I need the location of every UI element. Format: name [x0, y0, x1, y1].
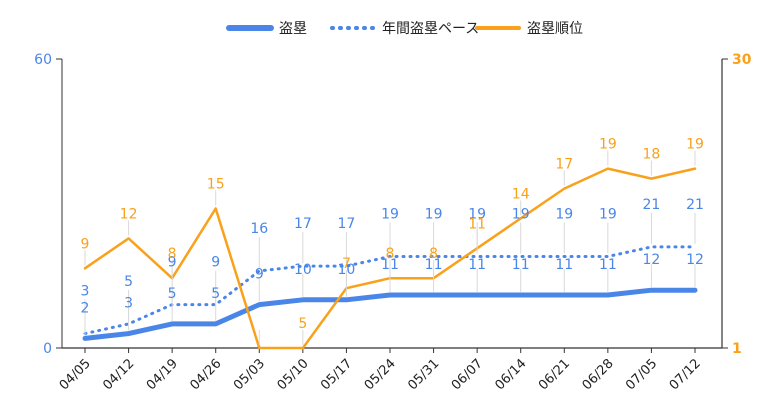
data-label: 5	[168, 286, 177, 302]
data-label: 19	[425, 206, 443, 222]
data-label: 19	[599, 206, 617, 222]
x-axis-tick-label: 07/05	[623, 356, 660, 393]
x-axis-tick-label: 06/21	[536, 356, 573, 393]
data-label: 3	[124, 296, 133, 312]
data-label: 5	[124, 274, 133, 290]
x-axis-tick-label: 05/24	[362, 356, 399, 393]
data-label: 19	[599, 137, 617, 153]
x-axis-tick-label: 04/12	[100, 356, 137, 393]
data-label: 16	[250, 221, 268, 237]
data-label: 11	[468, 216, 486, 232]
data-label: 11	[512, 257, 530, 273]
left-axis-tick-label: 0	[43, 341, 52, 357]
x-axis-tick-label: 06/14	[492, 356, 529, 393]
data-label: 12	[120, 206, 138, 222]
x-axis-tick-label: 04/19	[144, 356, 181, 393]
legend: 盗塁 年間盗塁ペース 盗塁順位	[226, 21, 583, 37]
data-label: 9	[211, 255, 220, 271]
axes: 0 60 1 30 04/05 04/12 04/19 04/26 05/03 05/10 05/1…	[34, 52, 752, 393]
data-label: 5	[211, 286, 220, 302]
data-label: 17	[555, 157, 573, 173]
data-label: 3	[81, 284, 90, 300]
data-label: 10	[338, 262, 356, 278]
x-axis-tick-label: 06/07	[449, 356, 486, 393]
legend-label-1: 年間盗塁ペース	[382, 21, 479, 37]
data-label: 9	[168, 255, 177, 271]
data-label: 14	[512, 186, 530, 202]
x-axis-tick-label: 06/28	[580, 356, 617, 393]
data-label: 2	[81, 300, 90, 316]
x-axis-tick-label: 05/03	[231, 356, 268, 393]
data-label: 11	[599, 257, 617, 273]
legend-label-0: 盗塁	[279, 21, 307, 37]
data-label: 12	[643, 252, 661, 268]
series-line-1	[83, 245, 697, 336]
data-label: 21	[686, 197, 704, 213]
data-label: 19	[381, 206, 399, 222]
data-label: 19	[686, 137, 704, 153]
data-label: 19	[512, 206, 530, 222]
data-label: 11	[468, 257, 486, 273]
data-label: 15	[207, 176, 225, 192]
data-label: 11	[425, 257, 443, 273]
x-axis-tick-label: 04/05	[57, 356, 94, 393]
data-label: 12	[686, 252, 704, 268]
data-label: 9	[81, 236, 90, 252]
data-label: 19	[468, 206, 486, 222]
data-label: 8	[168, 246, 177, 262]
data-label: 8	[386, 246, 395, 262]
x-axis-tick-label: 04/26	[187, 356, 224, 393]
data-label: 17	[338, 216, 356, 232]
legend-label-2: 盗塁順位	[527, 21, 583, 37]
data-label: 18	[643, 147, 661, 163]
x-axis-tick-label: 05/17	[318, 356, 355, 393]
x-axis-tick-label: 05/31	[405, 356, 442, 393]
series-line-0	[82, 287, 698, 341]
data-label: 5	[298, 316, 307, 332]
right-axis-tick-label: 30	[732, 52, 752, 68]
data-label: 21	[643, 197, 661, 213]
data-label: 11	[555, 257, 573, 273]
left-axis-tick-label: 60	[34, 52, 52, 68]
data-label: 7	[342, 256, 351, 272]
data-label: 11	[381, 257, 399, 273]
data-label: 9	[255, 267, 264, 283]
right-axis-tick-label: 1	[732, 341, 742, 357]
x-axis-tick-label: 07/12	[667, 356, 704, 393]
x-axis-tick-label: 05/10	[275, 356, 312, 393]
data-label: 10	[294, 262, 312, 278]
data-label: 17	[294, 216, 312, 232]
data-label: 8	[429, 246, 438, 262]
data-label: 19	[555, 206, 573, 222]
